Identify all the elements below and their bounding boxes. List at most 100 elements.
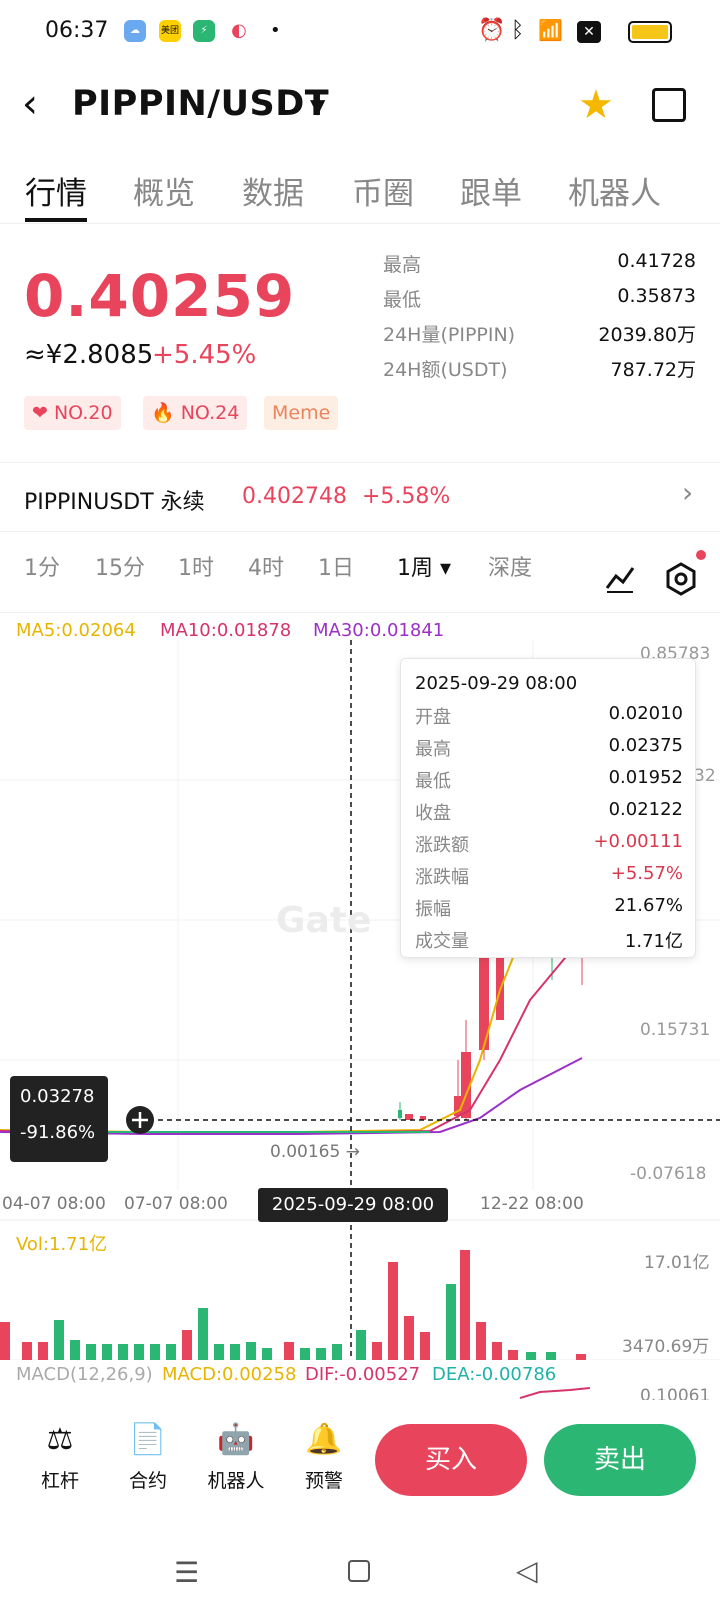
alert-label: 预警 [304,1470,343,1492]
pair-title[interactable]: PIPPIN/USDT [72,84,330,124]
robot-icon: 🤖 [217,1422,255,1457]
macd-line [520,1387,590,1399]
date-axis-2: 07-07 08:00 [124,1194,228,1214]
cny-price: ≈¥2.8085 [24,340,154,370]
dif-value: DIF:-0.00527 [305,1364,421,1385]
buy-button[interactable]: 买入 [375,1424,527,1496]
leverage-label: 杠杆 [40,1470,79,1492]
tooltip-row: 开盘 0.02010 [415,703,683,731]
price-axis-3: 0.15731 [640,1020,711,1040]
tooltip-row: 涨跌额 +0.00111 [415,831,683,859]
tooltip-value: +5.57% [610,863,683,884]
ma30-line [0,1057,583,1135]
tf-15m[interactable]: 15分 [95,556,145,581]
tab-overview[interactable]: 概览 [133,176,195,212]
weather-icon: ☁ [124,20,146,42]
notification-dot: • [270,20,281,41]
status-time: 06:37 [45,18,109,43]
chevron-right-icon: › [682,476,694,509]
tooltip-row: 振幅 21.67% [415,895,683,923]
tooltip-key: 振幅 [415,899,451,920]
security-icon: ⚡ [193,20,215,42]
fire-icon: 🔥 [151,402,181,424]
battery-icon [628,21,672,43]
tf-1h[interactable]: 1时 [178,556,214,581]
indicator-icon[interactable] [604,562,636,594]
ohlc-tooltip: 2025-09-29 08:00 开盘 0.02010 最高 0.02375 最低 0… [400,658,696,958]
macd-value: MACD:0.00258 [162,1364,297,1385]
last-price: 0.40259 [24,262,296,330]
rank-badge-label: NO.20 [53,402,113,424]
tf-1m[interactable]: 1分 [24,556,60,581]
tooltip-value: 1.71亿 [624,931,683,952]
meme-badge[interactable]: Meme [264,396,339,430]
leverage-button[interactable]: ⚖ 杠杆 [20,1422,100,1493]
tf-1w[interactable]: 1周 ▾ [397,556,452,581]
dea-value: DEA:-0.00786 [432,1364,557,1385]
tooltip-row: 涨跌幅 +5.57% [415,863,683,891]
tf-4h[interactable]: 4时 [248,556,284,581]
perpetual-price: 0.402748 [242,484,347,509]
share-icon[interactable] [652,88,686,122]
low-marker: 0.00165 → [270,1142,360,1162]
tab-copy-trade[interactable]: 跟单 [460,176,522,212]
leverage-icon: ⚖ [46,1422,74,1457]
stat-label-volume: 24H量(PIPPIN) [383,324,516,346]
tooltip-date: 2025-09-29 08:00 [415,673,578,694]
contract-button[interactable]: 📄 合约 [108,1422,188,1493]
bot-label: 机器人 [207,1470,265,1492]
sell-button[interactable]: 卖出 [544,1424,696,1496]
watermark: Gate [276,900,372,941]
stat-label-high: 最高 [383,254,422,276]
pair-dropdown-icon[interactable]: ▼ [310,94,326,118]
alarm-icon: ⏰ [478,18,506,43]
contract-icon: 📄 [129,1422,167,1457]
tab-market[interactable]: 行情 [25,176,87,212]
heart-icon: ❤ [32,402,54,424]
tf-1d[interactable]: 1日 [318,556,354,581]
tooltip-value: 0.02010 [608,703,683,724]
crosshair-price: 0.03278 [20,1086,95,1107]
volume-label: Vol:1.71亿 [16,1234,108,1255]
tooltip-key: 最低 [415,771,451,792]
crosshair-pct: -91.86% [20,1122,96,1143]
hot-badge-label: NO.24 [180,402,240,424]
back-nav-icon[interactable]: ◁ [516,1554,538,1587]
meituan-icon: 美团 [159,20,181,42]
alarm-bell-icon: 🔔 [305,1422,343,1457]
tooltip-key: 涨跌幅 [415,867,469,888]
macd-axis: 0.10061 [640,1386,711,1400]
settings-icon[interactable] [664,562,698,596]
tab-bot[interactable]: 机器人 [568,176,661,212]
tf-depth[interactable]: 深度 [488,556,533,581]
favorite-star-icon[interactable]: ★ [578,82,614,128]
wifi-icon: 📶 [538,18,563,42]
settings-notice-dot [696,550,706,560]
bluetooth-icon: ᛒ [511,18,525,43]
alert-button[interactable]: 🔔 预警 [284,1422,364,1493]
tab-data[interactable]: 数据 [242,176,304,212]
tooltip-value: 0.01952 [608,767,683,788]
contract-label: 合约 [128,1470,167,1492]
status-bar: 06:37 ☁ 美团 ⚡ ◐ • ⏰ ᛒ 📶 ✕ [0,0,720,70]
main-tabs: 行情 概览 数据 币圈 跟单 机器人 [0,164,720,224]
perpetual-label: PIPPINUSDT 永续 [24,490,205,515]
volume-axis-bottom: 3470.69万 [622,1337,710,1357]
volume-bars [0,1250,586,1360]
perpetual-row[interactable] [0,462,720,532]
tab-circle[interactable]: 币圈 [352,176,414,212]
stat-label-low: 最低 [383,289,422,311]
tooltip-key: 涨跌额 [415,835,469,856]
back-icon[interactable]: ‹ [22,81,38,127]
date-axis-1: 04-07 08:00 [2,1194,106,1214]
home-icon[interactable] [348,1560,370,1582]
tooltip-key: 成交量 [415,931,469,952]
menu-icon[interactable]: ☰ [174,1556,200,1589]
sim-icon: ✕ [577,21,601,43]
tooltip-value: 0.02375 [608,735,683,756]
hot-badge[interactable]: 🔥 NO.24 [143,396,248,430]
bot-button[interactable]: 🤖 机器人 [196,1422,276,1493]
ma10-legend: MA10:0.01878 [160,620,292,641]
perpetual-change: +5.58% [362,484,451,509]
rank-badge[interactable]: ❤ NO.20 [24,396,121,430]
